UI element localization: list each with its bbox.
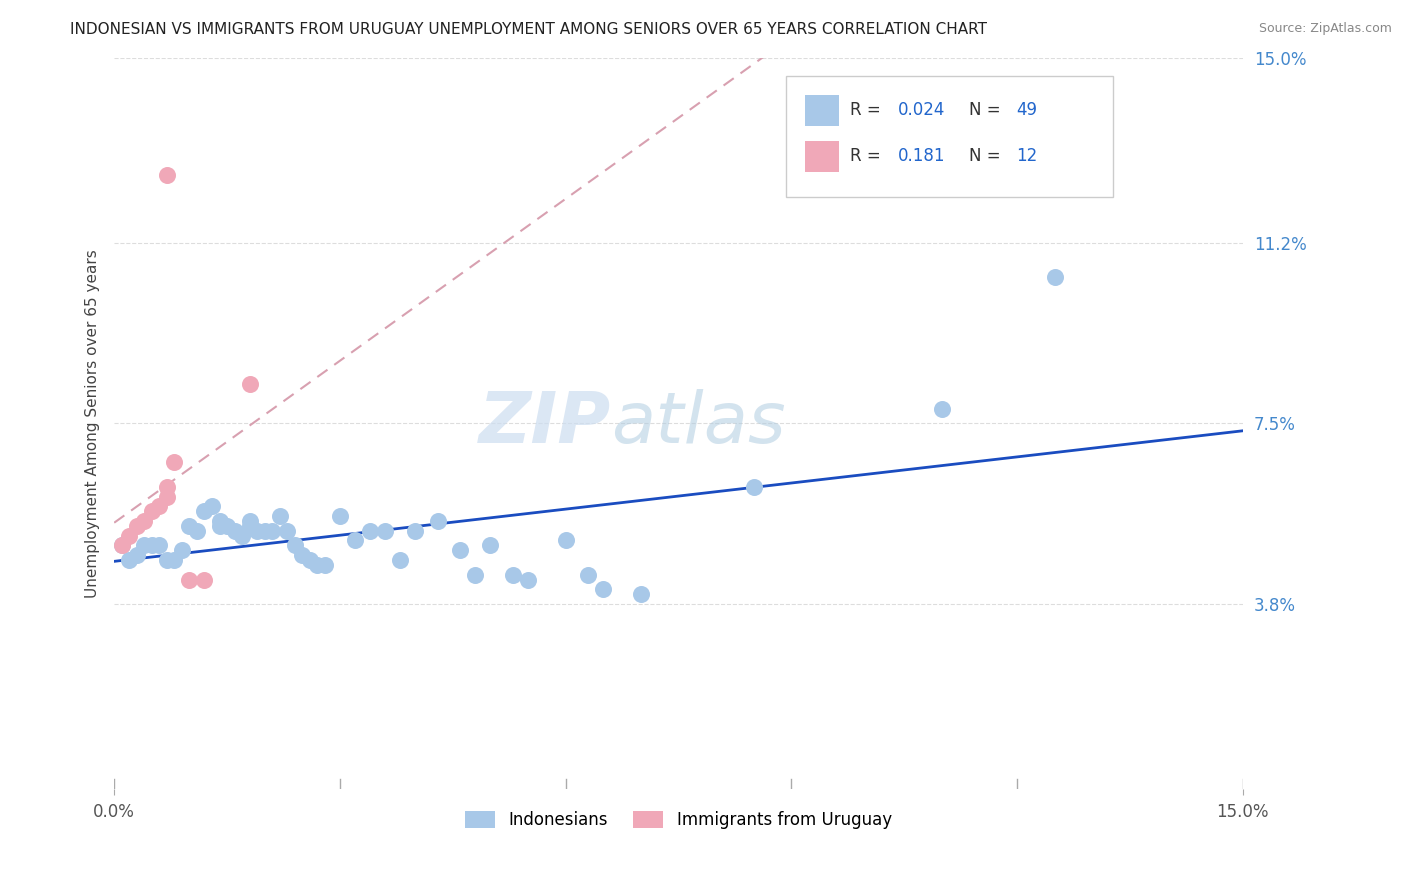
- Text: ZIP: ZIP: [478, 389, 610, 458]
- Text: 49: 49: [1017, 102, 1038, 120]
- Text: 12: 12: [1017, 147, 1038, 165]
- Point: [576, 567, 599, 582]
- Point: [111, 538, 134, 552]
- Point: [343, 533, 366, 548]
- Point: [479, 538, 502, 552]
- Point: [156, 553, 179, 567]
- Text: INDONESIAN VS IMMIGRANTS FROM URUGUAY UNEMPLOYMENT AMONG SENIORS OVER 65 YEARS C: INDONESIAN VS IMMIGRANTS FROM URUGUAY UN…: [70, 22, 987, 37]
- FancyBboxPatch shape: [786, 76, 1114, 196]
- Text: 0.181: 0.181: [897, 147, 945, 165]
- Point: [262, 524, 284, 538]
- Legend: Indonesians, Immigrants from Uruguay: Indonesians, Immigrants from Uruguay: [458, 805, 898, 836]
- Point: [253, 524, 276, 538]
- Point: [630, 587, 652, 601]
- Text: atlas: atlas: [610, 389, 786, 458]
- Text: N =: N =: [969, 102, 1005, 120]
- Point: [186, 524, 208, 538]
- Point: [276, 524, 298, 538]
- Point: [111, 538, 134, 552]
- Text: N =: N =: [969, 147, 1005, 165]
- Point: [148, 538, 170, 552]
- Point: [374, 524, 396, 538]
- Point: [246, 524, 269, 538]
- Point: [464, 567, 486, 582]
- Point: [931, 401, 953, 416]
- Point: [554, 533, 576, 548]
- Point: [156, 480, 179, 494]
- Point: [156, 168, 179, 182]
- Point: [291, 548, 314, 562]
- Point: [269, 509, 291, 524]
- Text: R =: R =: [851, 102, 886, 120]
- Point: [1043, 270, 1066, 285]
- Point: [389, 553, 412, 567]
- Point: [141, 538, 163, 552]
- Point: [517, 573, 540, 587]
- Point: [231, 528, 253, 542]
- Point: [170, 543, 193, 558]
- Point: [239, 519, 262, 533]
- Point: [426, 514, 449, 528]
- Point: [449, 543, 471, 558]
- Point: [125, 548, 148, 562]
- Y-axis label: Unemployment Among Seniors over 65 years: Unemployment Among Seniors over 65 years: [86, 249, 100, 598]
- Point: [742, 480, 765, 494]
- Point: [148, 500, 170, 514]
- FancyBboxPatch shape: [804, 141, 839, 172]
- Point: [329, 509, 352, 524]
- Point: [125, 519, 148, 533]
- Point: [163, 553, 186, 567]
- FancyBboxPatch shape: [804, 95, 839, 126]
- Point: [224, 524, 246, 538]
- Point: [141, 504, 163, 518]
- Point: [201, 500, 224, 514]
- Point: [298, 553, 321, 567]
- Point: [193, 504, 215, 518]
- Point: [307, 558, 329, 572]
- Text: Source: ZipAtlas.com: Source: ZipAtlas.com: [1258, 22, 1392, 36]
- Point: [404, 524, 426, 538]
- Point: [134, 514, 156, 528]
- Point: [208, 514, 231, 528]
- Point: [208, 519, 231, 533]
- Point: [502, 567, 524, 582]
- Point: [239, 377, 262, 392]
- Point: [156, 490, 179, 504]
- Text: R =: R =: [851, 147, 891, 165]
- Point: [359, 524, 381, 538]
- Point: [314, 558, 336, 572]
- Point: [239, 514, 262, 528]
- Text: 0.024: 0.024: [897, 102, 945, 120]
- Point: [592, 582, 614, 597]
- Point: [134, 538, 156, 552]
- Point: [179, 573, 201, 587]
- Point: [118, 528, 141, 542]
- Point: [163, 455, 186, 469]
- Point: [118, 553, 141, 567]
- Point: [215, 519, 238, 533]
- Point: [284, 538, 307, 552]
- Point: [193, 573, 215, 587]
- Point: [179, 519, 201, 533]
